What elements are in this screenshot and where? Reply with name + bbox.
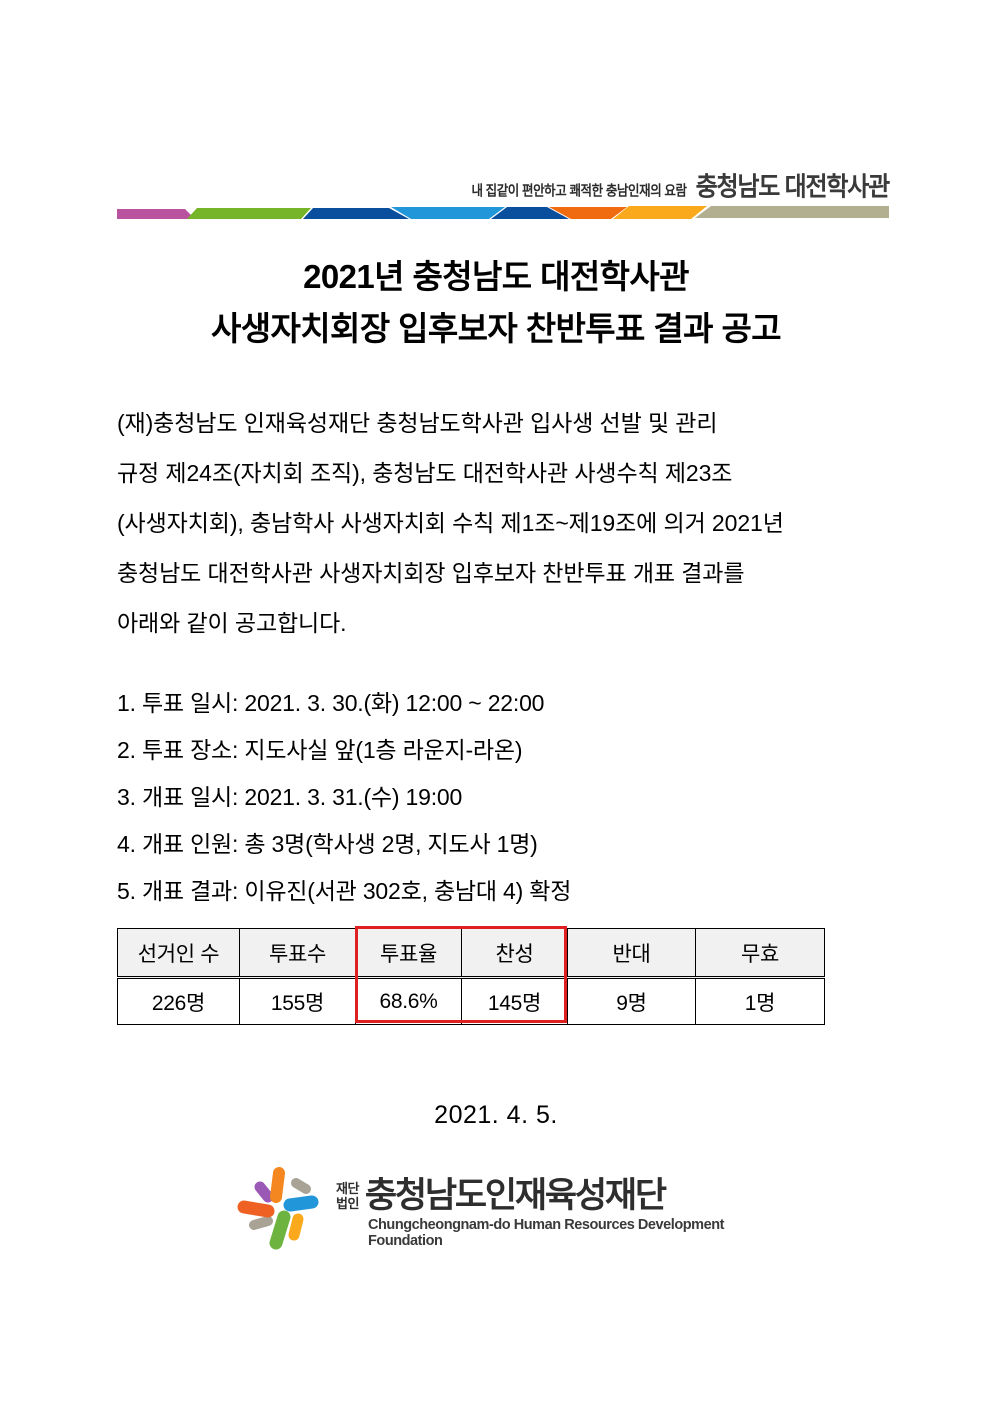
- logo-prefix-line-2: 법인: [336, 1195, 359, 1211]
- header-tagline: 내 집같이 편안하고 쾌적한 충남인재의 요람: [471, 183, 687, 199]
- vote-result-table: 선거인 수 투표수 투표율 찬성 반대 무효 226명 155명 68.6% 1…: [117, 928, 825, 1025]
- table-cell: 145명: [461, 977, 568, 1025]
- details-list: 1. 투표 일시: 2021. 3. 30.(화) 12:00 ~ 22:00 …: [117, 680, 907, 915]
- header-text-row: 내 집같이 편안하고 쾌적한 충남인재의 요람 충청남도 대전학사관: [471, 168, 891, 203]
- title-line-2: 사생자치회장 입후보자 찬반투표 결과 공고: [211, 310, 782, 347]
- table-header-cell: 투표율: [355, 928, 462, 979]
- logo-prefix-line-1: 재단: [336, 1180, 359, 1196]
- body-line-3: (사생자치회), 충남학사 사생자치회 수칙 제1조~제19조에 의거 2021…: [117, 510, 784, 536]
- table-row: 226명 155명 68.6% 145명 9명 1명: [117, 977, 825, 1025]
- table-header-cell: 투표수: [239, 928, 356, 979]
- header-banner: 내 집같이 편안하고 쾌적한 충남인재의 요람 충청남도 대전학사관: [117, 168, 891, 226]
- logo-english-name: Chungcheongnam-do Human Resources Develo…: [368, 1216, 724, 1249]
- table-header-cell: 찬성: [461, 928, 568, 979]
- logo-korean-name: 충청남도인재육성재단: [364, 1175, 667, 1215]
- table-cell: 68.6%: [355, 977, 462, 1025]
- list-item: 2. 투표 장소: 지도사실 앞(1층 라운지-라온): [117, 737, 523, 763]
- header-color-bar: [117, 204, 889, 221]
- title-line-1: 2021년 충청남도 대전학사관: [303, 258, 689, 295]
- foundation-pinwheel-icon: [232, 1163, 328, 1259]
- table-header-cell: 반대: [567, 928, 696, 979]
- body-line-4: 충청남도 대전학사관 사생자치회장 입후보자 찬반투표 개표 결과를: [117, 560, 745, 586]
- table-header-cell: 무효: [695, 928, 825, 979]
- header-brand-name: 충청남도 대전학사관: [695, 172, 891, 202]
- footer-logo: 재단 법인 충청남도인재육성재단 Chungcheongnam-do Human…: [232, 1158, 732, 1263]
- table-cell: 226명: [117, 977, 240, 1025]
- foundation-logotype: 재단 법인 충청남도인재육성재단 Chungcheongnam-do Human…: [336, 1173, 732, 1249]
- table-header-row: 선거인 수 투표수 투표율 찬성 반대 무효: [117, 928, 825, 979]
- logo-prefix: 재단 법인: [336, 1181, 359, 1215]
- list-item: 3. 개표 일시: 2021. 3. 31.(수) 19:00: [117, 784, 463, 810]
- body-line-2: 규정 제24조(자치회 조직), 충청남도 대전학사관 사생수칙 제23조: [117, 460, 733, 486]
- body-line-5: 아래와 같이 공고합니다.: [117, 610, 347, 636]
- list-item: 5. 개표 결과: 이유진(서관 302호, 충남대 4) 확정: [117, 878, 572, 904]
- table-cell: 9명: [567, 977, 696, 1025]
- list-item: 1. 투표 일시: 2021. 3. 30.(화) 12:00 ~ 22:00: [117, 690, 545, 716]
- body-paragraph: (재)충청남도 인재육성재단 충청남도학사관 입사생 선발 및 관리 규정 제2…: [117, 398, 887, 648]
- issue-date: 2021. 4. 5.: [434, 1101, 558, 1129]
- logotype-main-row: 재단 법인 충청남도인재육성재단: [336, 1175, 732, 1215]
- list-item: 4. 개표 인원: 총 3명(학사생 2명, 지도사 1명): [117, 831, 538, 857]
- table-cell: 155명: [239, 977, 356, 1025]
- vote-result-table-wrapper: 선거인 수 투표수 투표율 찬성 반대 무효 226명 155명 68.6% 1…: [117, 926, 825, 1025]
- table-cell: 1명: [695, 977, 825, 1025]
- body-line-1: (재)충청남도 인재육성재단 충청남도학사관 입사생 선발 및 관리: [117, 410, 718, 436]
- table-header-cell: 선거인 수: [117, 928, 240, 979]
- page-title: 2021년 충청남도 대전학사관 사생자치회장 입후보자 찬반투표 결과 공고: [0, 251, 992, 355]
